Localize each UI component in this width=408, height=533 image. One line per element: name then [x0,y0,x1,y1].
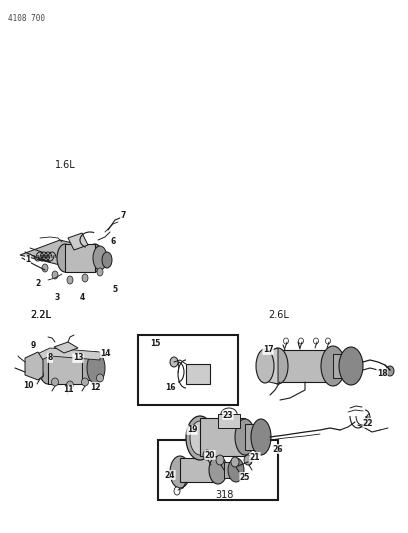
Ellipse shape [82,378,89,386]
Ellipse shape [87,352,105,384]
Ellipse shape [231,457,239,467]
Bar [186,364,210,384]
Ellipse shape [190,421,210,455]
Ellipse shape [102,252,112,268]
Ellipse shape [97,268,103,276]
Text: 6: 6 [111,238,115,246]
Polygon shape [25,352,43,380]
Ellipse shape [73,354,91,382]
Polygon shape [20,240,100,265]
Ellipse shape [51,378,58,386]
Bar [48,352,82,384]
Bar [278,350,333,382]
Ellipse shape [326,338,330,344]
Text: 4: 4 [80,294,84,303]
Polygon shape [68,233,88,250]
Text: 5: 5 [113,286,118,295]
Ellipse shape [82,274,88,282]
Text: 20: 20 [205,450,215,459]
Ellipse shape [170,456,190,488]
Polygon shape [54,342,78,353]
Text: 21: 21 [250,453,260,462]
Ellipse shape [39,352,57,384]
Text: 25: 25 [240,472,250,481]
Ellipse shape [57,244,73,272]
Text: 2.2L: 2.2L [30,310,51,320]
Bar [138,335,238,405]
Text: 318: 318 [215,490,233,500]
Text: 8: 8 [47,353,53,362]
Text: 7: 7 [120,211,126,220]
Text: 10: 10 [23,381,33,390]
Ellipse shape [244,455,252,465]
Text: 2.6L: 2.6L [268,310,289,320]
Bar [224,462,236,478]
Ellipse shape [299,338,304,344]
Ellipse shape [251,419,271,455]
Ellipse shape [235,419,255,455]
Text: 3: 3 [54,294,60,303]
Ellipse shape [246,457,252,465]
Ellipse shape [67,276,73,284]
Polygon shape [265,348,278,384]
Ellipse shape [313,338,319,344]
Text: 16: 16 [165,383,175,392]
Text: 17: 17 [263,345,273,354]
Bar [180,458,218,482]
Text: 15: 15 [150,338,160,348]
Polygon shape [35,348,100,363]
Bar [218,414,240,428]
Text: 2: 2 [35,279,41,287]
Ellipse shape [339,347,363,385]
Text: 23: 23 [223,410,233,419]
Ellipse shape [52,271,58,279]
Ellipse shape [93,246,107,270]
Ellipse shape [97,374,104,382]
Text: 12: 12 [90,383,100,392]
Text: 13: 13 [73,353,83,362]
Ellipse shape [174,487,180,495]
Ellipse shape [228,458,244,482]
Text: 26: 26 [273,445,283,454]
Bar [200,418,245,456]
Ellipse shape [170,357,178,367]
Text: 11: 11 [63,385,73,394]
Text: 2.2L: 2.2L [30,310,51,320]
Ellipse shape [209,456,227,484]
Text: 4108 700: 4108 700 [8,14,45,23]
Bar [65,244,95,272]
Ellipse shape [216,455,224,465]
Text: 24: 24 [165,471,175,480]
Ellipse shape [321,346,345,386]
Ellipse shape [186,416,214,460]
Ellipse shape [87,244,103,272]
Bar [245,424,261,450]
Text: 18: 18 [377,368,387,377]
Ellipse shape [67,381,73,389]
Ellipse shape [268,348,288,384]
Text: 9: 9 [30,341,35,350]
Text: 14: 14 [100,349,110,358]
Text: 1.6L: 1.6L [55,160,76,170]
Text: 1: 1 [25,255,31,264]
Bar [82,356,96,380]
Ellipse shape [203,450,211,460]
Bar [158,440,278,500]
Ellipse shape [256,349,274,383]
Text: 22: 22 [363,418,373,427]
Text: 19: 19 [187,425,197,434]
Ellipse shape [36,371,44,379]
Ellipse shape [42,264,48,272]
Ellipse shape [386,366,394,376]
Ellipse shape [284,338,288,344]
Bar [333,354,351,378]
